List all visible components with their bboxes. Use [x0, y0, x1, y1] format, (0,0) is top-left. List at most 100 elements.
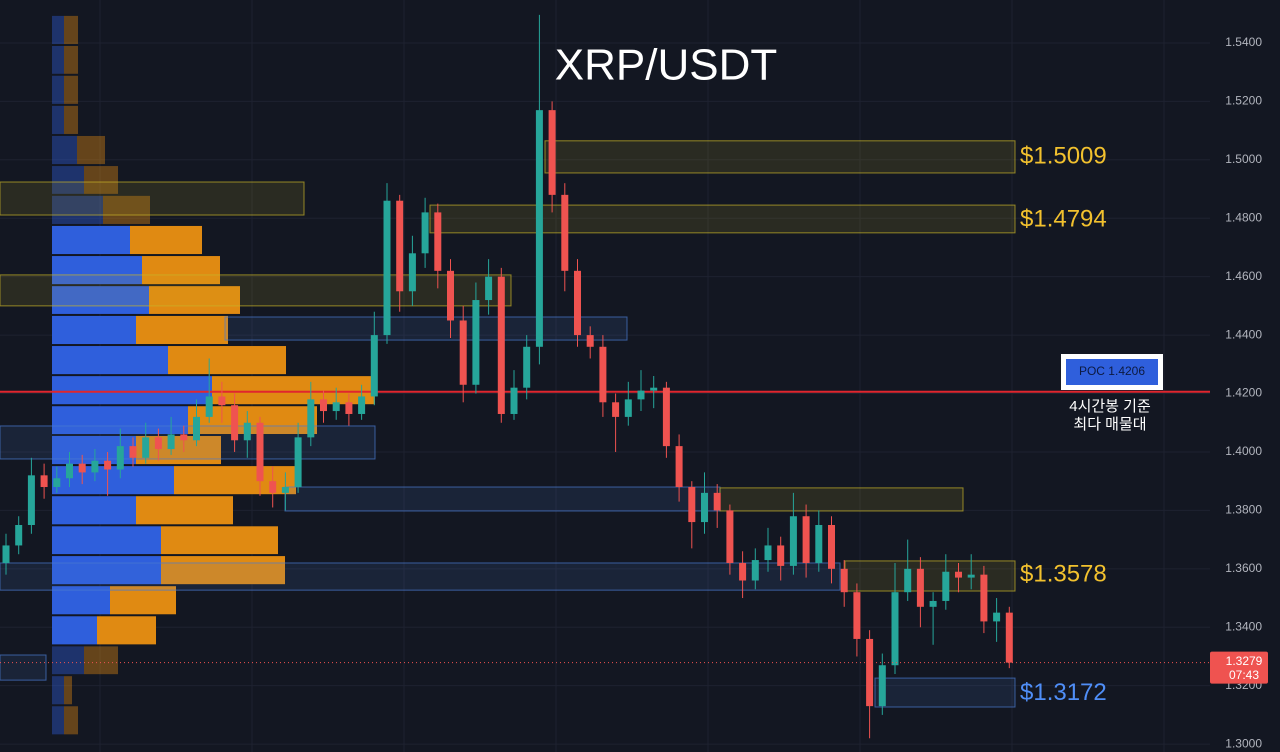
profile-sell	[136, 315, 228, 345]
y-tick-label: 1.5200	[1225, 94, 1262, 108]
profile-sell	[84, 646, 118, 675]
poc-box	[1066, 359, 1158, 385]
candle-body	[535, 110, 543, 347]
profile-buy	[52, 526, 161, 555]
candle-body	[256, 422, 264, 482]
profile-buy	[52, 346, 168, 375]
candle-body	[40, 475, 48, 488]
candle-body	[421, 212, 429, 254]
candle-body	[218, 396, 226, 406]
candle-body	[231, 405, 239, 441]
candle-body	[358, 396, 366, 414]
profile-buy	[52, 496, 136, 525]
candle-body	[408, 253, 416, 292]
candle-body	[510, 387, 518, 414]
candle-body	[269, 481, 277, 493]
profile-buy	[52, 195, 103, 224]
zone	[844, 560, 1016, 592]
profile-buy	[52, 15, 64, 44]
poc-label: POC 1.4206	[1079, 364, 1145, 378]
y-tick-label: 1.3600	[1225, 561, 1262, 575]
candle-body	[497, 276, 505, 414]
candle-body	[332, 402, 340, 412]
candle-body	[294, 437, 302, 488]
candle-body	[662, 387, 670, 447]
profile-buy	[52, 135, 77, 165]
candle-body	[307, 399, 315, 438]
profile-buy	[52, 45, 64, 74]
y-tick-label: 1.5000	[1225, 152, 1262, 166]
profile-buy	[52, 646, 84, 675]
candle-body	[815, 524, 823, 563]
candle-body	[523, 346, 531, 388]
zone-label: $1.3578	[1020, 561, 1107, 588]
candle-body	[78, 463, 86, 473]
zone	[224, 316, 628, 341]
candle-body	[459, 320, 467, 385]
candle-body	[383, 200, 391, 336]
zone	[0, 562, 841, 591]
candle-body	[777, 545, 785, 566]
poc-note: 최다 매물대	[1073, 416, 1146, 433]
zone-label: $1.5009	[1020, 143, 1107, 170]
countdown-label: 07:43	[1229, 668, 1259, 682]
profile-sell	[64, 105, 78, 134]
zone	[544, 140, 1016, 174]
profile-sell	[212, 376, 375, 405]
candle-body	[15, 524, 23, 546]
candle-body	[612, 402, 620, 417]
candle-body	[650, 387, 658, 391]
candle-body	[828, 524, 835, 569]
y-tick-label: 1.4400	[1225, 327, 1262, 341]
y-tick-label: 1.5400	[1225, 35, 1262, 49]
candle-body	[878, 665, 886, 707]
profile-sell	[161, 526, 278, 555]
zone	[429, 204, 1016, 234]
candle-body	[764, 545, 772, 561]
profile-sell	[142, 256, 220, 285]
profile-buy	[52, 376, 212, 405]
candle-body	[1005, 612, 1013, 663]
candle-body	[396, 200, 404, 292]
candle-body	[561, 194, 569, 271]
zone	[0, 181, 305, 216]
profile-sell	[64, 75, 78, 104]
candle-body	[281, 487, 289, 493]
profile-sell	[64, 15, 78, 44]
candle-body	[929, 600, 937, 607]
profile-sell	[130, 225, 202, 255]
last-price-label: 1.3279	[1226, 654, 1263, 668]
candle-body	[548, 110, 556, 195]
candle-body	[637, 390, 645, 400]
zone	[719, 487, 964, 512]
profile-buy	[52, 616, 97, 645]
profile-buy	[52, 556, 161, 585]
candle-body	[485, 276, 493, 301]
profile-sell	[174, 466, 296, 495]
poc-note: 4시간봉 기준	[1069, 398, 1151, 415]
candle-body	[802, 516, 810, 563]
y-tick-label: 1.3400	[1225, 619, 1262, 633]
candle-body	[167, 434, 175, 450]
candle-body	[370, 335, 378, 397]
candle-body	[2, 545, 10, 563]
profile-sell	[77, 135, 105, 165]
candle-body	[91, 460, 99, 473]
candle-body	[129, 446, 137, 458]
candle-body	[916, 568, 924, 607]
profile-sell	[136, 496, 233, 525]
candle-body	[866, 638, 874, 707]
candle-body	[205, 396, 213, 417]
profile-sell	[64, 676, 72, 705]
candle-body	[243, 422, 251, 441]
zone-label: $1.3172	[1020, 679, 1107, 706]
candle-body	[942, 571, 950, 601]
candle-body	[27, 475, 35, 525]
candle-body	[345, 402, 353, 414]
zone	[874, 677, 1016, 708]
profile-buy	[52, 315, 136, 345]
zone	[0, 425, 376, 460]
y-tick-label: 1.4000	[1225, 444, 1262, 458]
candle-body	[840, 568, 848, 593]
candle-body	[726, 510, 734, 563]
